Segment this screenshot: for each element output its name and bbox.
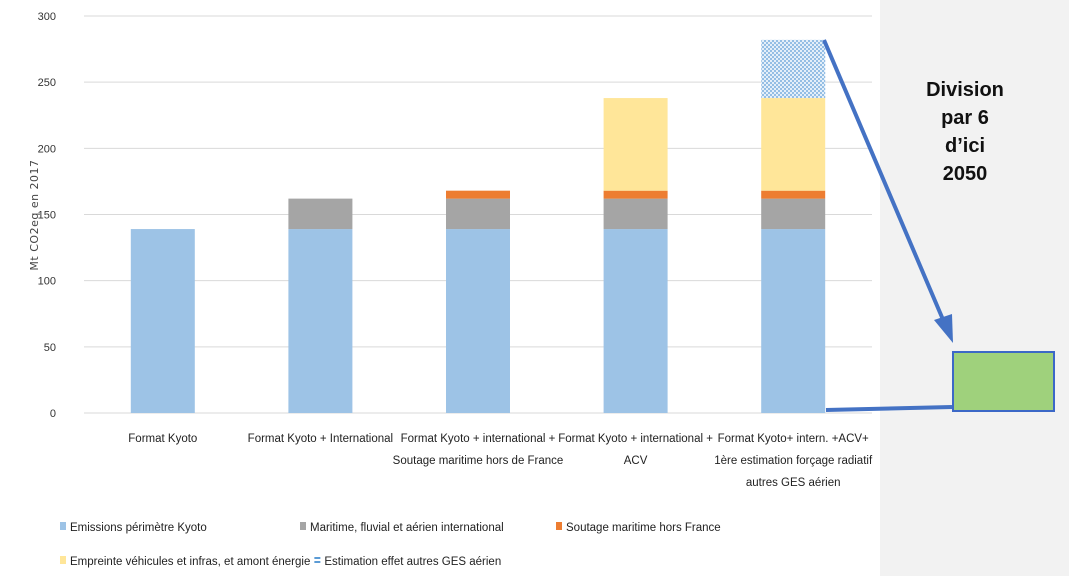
annotation-text: Division par 6 d’ici 2050	[926, 79, 1004, 185]
y-tick-label: 100	[38, 276, 56, 288]
bar-segment	[446, 190, 510, 199]
bar-segment	[603, 190, 668, 199]
y-tick-label: 200	[38, 143, 56, 155]
bar-segment	[761, 39, 826, 99]
legend-label: Empreinte véhicules et infras, et amont …	[70, 556, 310, 568]
x-category-label: Format Kyoto + international + Soutage ma…	[393, 433, 564, 467]
y-axis-ticks: 0 50 100 150 200 250 300	[38, 11, 56, 420]
legend-swatch	[60, 522, 66, 530]
x-category-label: Format Kyoto + International	[248, 433, 393, 445]
y-tick-label: 150	[38, 210, 56, 222]
legend-swatch	[314, 557, 321, 559]
bar-segment	[761, 198, 826, 230]
legend-label: Emissions périmètre Kyoto	[70, 522, 207, 534]
bar-segment	[446, 229, 510, 413]
arrow-line	[822, 39, 946, 323]
bar-segment	[761, 190, 826, 199]
x-category-label: Format Kyoto+ intern. +ACV+ 1ère estimati…	[714, 433, 873, 489]
baseline-connector	[825, 405, 953, 412]
arrows	[822, 39, 953, 412]
x-category-label: Format Kyoto + international + ACV	[558, 433, 713, 467]
annotation-panel	[880, 0, 1069, 576]
legend: Emissions périmètre Kyoto Maritime, fluvi…	[60, 522, 721, 568]
legend-swatch	[314, 561, 321, 563]
y-tick-label: 250	[38, 77, 56, 89]
bar-segment	[761, 98, 826, 191]
legend-label: Estimation effet autres GES aérien	[324, 556, 501, 568]
y-axis-label: Mt CO2eq en 2017	[28, 159, 41, 270]
bar-segment	[603, 98, 668, 191]
bar-segment	[761, 229, 826, 413]
target-2050-box	[952, 351, 1055, 412]
x-category-label: Format Kyoto	[128, 433, 197, 445]
legend-label: Maritime, fluvial et aérien internationa…	[310, 522, 504, 534]
legend-swatch	[556, 522, 562, 530]
bar-segment	[288, 229, 353, 413]
legend-swatch	[300, 522, 306, 530]
legend-label: Soutage maritime hors France	[566, 522, 721, 534]
bar-segment	[603, 198, 668, 230]
legend-swatch	[60, 556, 66, 564]
bar-segment	[288, 198, 353, 230]
y-tick-label: 50	[44, 342, 56, 354]
bar-segment	[603, 229, 668, 413]
y-tick-label: 0	[50, 408, 56, 420]
arrowhead	[934, 314, 953, 343]
bars	[130, 39, 826, 413]
bar-segment	[446, 198, 510, 230]
y-tick-label: 300	[38, 11, 56, 23]
x-axis-labels: Format Kyoto Format Kyoto + International…	[128, 433, 873, 489]
bar-segment	[130, 229, 195, 413]
